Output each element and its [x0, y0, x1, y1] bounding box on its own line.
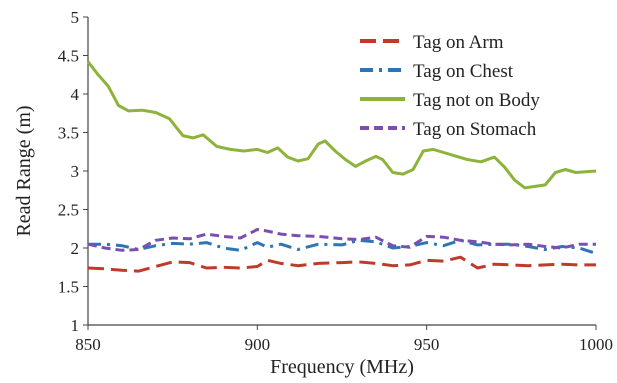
- legend-label-2: Tag on Chest: [413, 61, 514, 82]
- y-tick-label: 3.5: [58, 124, 79, 143]
- y-axis-title: Read Range (m): [13, 105, 35, 236]
- y-tick-label: 2: [71, 239, 80, 258]
- y-tick-label: 5: [71, 8, 80, 27]
- x-axis-ticks: 850 900 950 1000: [75, 325, 613, 354]
- legend-label-3: Tag not on Body: [413, 90, 540, 111]
- legend-label-4: Tag on Stomach: [413, 119, 537, 140]
- plot-area: [87, 17, 596, 326]
- y-tick-label: 2.5: [58, 201, 79, 220]
- x-tick-label: 850: [75, 335, 101, 354]
- series-line-2: [88, 238, 597, 255]
- y-tick-label: 1.5: [58, 278, 79, 297]
- y-tick-label: 3: [71, 162, 80, 181]
- series-lines: [86, 60, 597, 273]
- x-tick-label: 1000: [579, 335, 613, 354]
- series-line-4: [87, 228, 596, 252]
- legend: Tag on Arm Tag on Chest Tag not on Body Tag…: [360, 32, 540, 140]
- y-axis-ticks: 1 1.5 2 2.5 3 3.5 4 4.5 5: [58, 8, 88, 335]
- y-tick-label: 4: [71, 85, 80, 104]
- x-tick-label: 950: [414, 335, 440, 354]
- series-line-1: [87, 255, 596, 273]
- series-line-3: [86, 60, 597, 190]
- x-axis-title: Frequency (MHz): [270, 356, 414, 378]
- x-tick-label: 900: [245, 335, 271, 354]
- y-tick-label: 4.5: [58, 47, 79, 66]
- legend-label-1: Tag on Arm: [413, 32, 504, 53]
- y-tick-label: 1: [71, 316, 80, 335]
